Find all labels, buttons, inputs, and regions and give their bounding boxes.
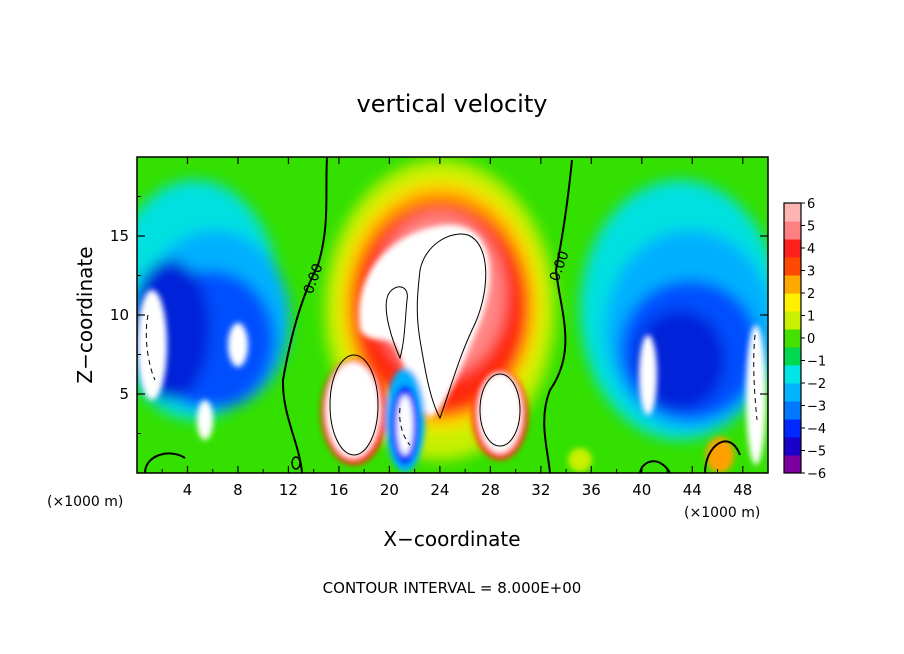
contour-interval-note: CONTOUR INTERVAL = 8.000E+00	[323, 579, 582, 597]
contour-neg-inner	[399, 407, 411, 446]
colorbar-swatch	[784, 365, 801, 384]
x-tick-label: 40	[632, 481, 651, 499]
colorbar-swatch	[784, 401, 801, 420]
contour-surface-2	[704, 440, 741, 473]
colorbar-tick-label: 2	[807, 287, 815, 302]
colorbar-tick-label: −3	[807, 400, 826, 415]
x-tick-label: 36	[582, 481, 601, 499]
colorbar-tick-label: −6	[807, 467, 826, 482]
y-tick-label: 10	[110, 306, 129, 324]
y-tick-label: 15	[110, 227, 129, 245]
colorbar-tick-label: −2	[807, 377, 826, 392]
colorbar-swatch	[784, 203, 801, 222]
colorbar-tick-label: 5	[807, 220, 815, 235]
colorbar-tick-label: 0	[807, 332, 815, 347]
x-tick-label: 12	[279, 481, 298, 499]
contour-lines	[144, 157, 758, 473]
colorbar-tick-label: −4	[807, 422, 826, 437]
contour-core-small	[385, 286, 408, 360]
zero-contour-right	[543, 159, 573, 473]
colorbar-swatch	[784, 275, 801, 294]
colorbar-tick-label: 3	[807, 265, 815, 280]
colorbar-swatch	[784, 347, 801, 366]
colorbar: −6 −5 −4 −3 −2 −1 0 1 2 3 4 5 6	[783, 197, 826, 482]
x-tick-label: 44	[683, 481, 702, 499]
colorbar-tick-label: 4	[807, 242, 815, 257]
colorbar-tick-label: 1	[807, 310, 815, 325]
colorbar-tick-label: 6	[807, 197, 815, 212]
x-tick-label: 48	[733, 481, 752, 499]
zero-contour-left	[281, 157, 328, 473]
x-unit-left: (×1000 m)	[47, 494, 123, 510]
colorbar-swatch	[784, 221, 801, 240]
colorbar-tick-label: −5	[807, 445, 826, 460]
x-tick-label: 8	[233, 481, 243, 499]
chart-title: vertical velocity	[357, 90, 548, 118]
y-axis-label: Z−coordinate	[73, 246, 97, 383]
colorbar-swatch	[784, 329, 801, 348]
x-tick-label: 20	[380, 481, 399, 499]
x-tick-label: 32	[531, 481, 550, 499]
velocity-field	[137, 157, 768, 473]
contour-surface-4	[291, 456, 301, 470]
x-tick-label: 24	[430, 481, 449, 499]
x-unit-right: (×1000 m)	[684, 505, 760, 521]
colorbar-swatch	[784, 257, 801, 276]
colorbar-swatch	[784, 437, 801, 456]
x-tick-label: 16	[329, 481, 348, 499]
colorbar-swatch	[784, 383, 801, 402]
y-tick-label: 5	[119, 385, 129, 403]
x-tick-label: 4	[183, 481, 193, 499]
x-axis-label: X−coordinate	[383, 527, 520, 551]
x-tick-label: 28	[481, 481, 500, 499]
contour-surface-1	[144, 452, 186, 473]
y-axis: 5 10 15	[110, 196, 768, 434]
colorbar-swatch	[784, 455, 801, 474]
contour-core-left	[329, 354, 379, 456]
contour-neg-right	[753, 334, 758, 421]
contour-core-right	[479, 373, 521, 447]
colorbar-swatch	[784, 239, 801, 258]
contour-neg-left	[145, 314, 156, 381]
colorbar-swatch	[784, 419, 801, 438]
colorbar-tick-label: −1	[807, 355, 826, 370]
colorbar-swatch	[784, 311, 801, 330]
colorbar-swatch	[784, 293, 801, 312]
contour-core-center	[416, 233, 487, 420]
x-axis: 4 8 12 16 20 24 28 32 36 40 44 48	[161, 157, 752, 499]
